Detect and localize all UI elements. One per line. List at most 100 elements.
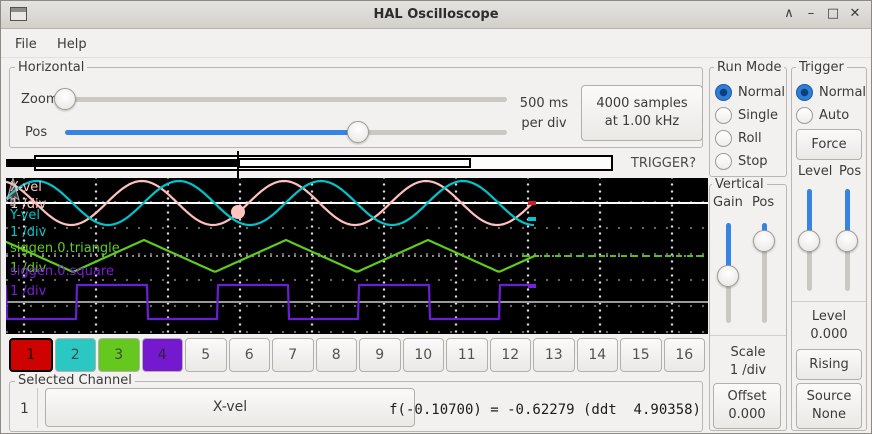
minimize-button[interactable]: – bbox=[807, 6, 815, 21]
channel-button-row: 1 2 3 4 5 6 7 8 9 10 11 12 13 14 15 16 bbox=[9, 338, 705, 372]
channel-button-1[interactable]: 1 bbox=[9, 338, 53, 372]
runmode-radio-normal[interactable]: Normal bbox=[715, 84, 785, 102]
pos-slider-label: Pos bbox=[25, 125, 48, 140]
trigger-separator bbox=[792, 301, 866, 302]
oscilloscope-display[interactable]: X-vel 1 /div Y-vel 1 /div siggen.0.trian… bbox=[6, 178, 708, 334]
vertical-group-label: Vertical bbox=[712, 177, 767, 192]
channel-button-10[interactable]: 10 bbox=[402, 338, 444, 372]
vertical-scale-value: 1 /div bbox=[729, 363, 767, 378]
trigger-level-value: 0.000 bbox=[810, 327, 848, 342]
channel-label-3: siggen.0.triangle bbox=[10, 241, 120, 256]
channel-button-8[interactable]: 8 bbox=[315, 338, 357, 372]
vertical-offset-line1: Offset bbox=[727, 389, 767, 405]
radio-label: Single bbox=[738, 108, 778, 123]
trigger-source-line2: None bbox=[812, 407, 846, 422]
close-button[interactable]: ✕ bbox=[849, 6, 861, 21]
trigger-radio-auto[interactable]: Auto bbox=[796, 107, 862, 125]
samples-button[interactable]: 4000 samples at 1.00 kHz bbox=[581, 85, 703, 141]
channel-label-4: siggen.0.square bbox=[10, 264, 114, 279]
timebase-line1: 500 ms bbox=[519, 96, 569, 111]
vertical-scale-caption: Scale bbox=[730, 345, 766, 360]
trigger-level-slider-handle[interactable] bbox=[798, 230, 820, 252]
zoom-slider-track[interactable] bbox=[56, 97, 507, 102]
trigger-source-line1: Source bbox=[806, 389, 852, 405]
menu-help[interactable]: Help bbox=[57, 37, 87, 52]
runmode-radio-roll[interactable]: Roll bbox=[715, 130, 781, 148]
maximize-button[interactable]: □ bbox=[826, 6, 840, 21]
channel-scale-1: 1 /div bbox=[10, 197, 47, 212]
runmode-radio-stop[interactable]: Stop bbox=[715, 153, 781, 171]
title-bar[interactable]: HAL Oscilloscope ∧ – □ ✕ bbox=[1, 1, 871, 29]
vertical-pos-slider-track[interactable] bbox=[762, 223, 767, 323]
channel-scale-3: 1 /div bbox=[10, 261, 47, 276]
channel-button-16[interactable]: 16 bbox=[663, 338, 705, 372]
channel-scale-4: 1 /div bbox=[10, 284, 47, 299]
radio-label: Auto bbox=[819, 108, 850, 123]
channel-button-5[interactable]: 5 bbox=[185, 338, 227, 372]
horizontal-group-label: Horizontal bbox=[15, 60, 88, 75]
trigger-pos-slider-handle[interactable] bbox=[836, 230, 858, 252]
trigger-pos-slider-fill bbox=[845, 189, 850, 241]
channel-button-15[interactable]: 15 bbox=[620, 338, 662, 372]
channel-button-12[interactable]: 12 bbox=[489, 338, 531, 372]
selected-channel-name-button[interactable]: X-vel bbox=[45, 388, 415, 427]
channel-button-13[interactable]: 13 bbox=[533, 338, 575, 372]
trigger-pos-slider-label: Pos bbox=[839, 164, 862, 179]
selected-channel-group-label: Selected Channel bbox=[15, 373, 135, 388]
zoom-slider-label: Zoom bbox=[21, 92, 59, 107]
channel-button-14[interactable]: 14 bbox=[576, 338, 618, 372]
channel-button-6[interactable]: 6 bbox=[228, 338, 270, 372]
trigger-level-caption: Level bbox=[811, 309, 847, 324]
channel-button-3[interactable]: 3 bbox=[98, 338, 140, 372]
waveform-plot bbox=[6, 179, 708, 321]
radio-label: Roll bbox=[738, 131, 762, 146]
trigger-radio-normal[interactable]: Normal bbox=[796, 84, 866, 102]
trigger-level-slider-fill bbox=[807, 189, 812, 241]
selected-channel-number: 1 bbox=[20, 401, 29, 417]
window-title: HAL Oscilloscope bbox=[373, 7, 499, 22]
selected-channel-separator bbox=[37, 385, 38, 428]
radio-icon bbox=[715, 84, 732, 101]
vertical-pos-slider-handle[interactable] bbox=[753, 230, 775, 252]
pos-slider-handle[interactable] bbox=[347, 121, 369, 143]
vertical-gain-slider-fill bbox=[726, 223, 731, 276]
radio-label: Normal bbox=[738, 85, 786, 100]
channel-button-11[interactable]: 11 bbox=[446, 338, 488, 372]
vertical-gain-label: Gain bbox=[713, 195, 743, 210]
pre-trigger-fill bbox=[6, 159, 238, 167]
trigger-level-slider-label: Level bbox=[798, 164, 833, 179]
trigger-status-label: TRIGGER? bbox=[630, 156, 696, 171]
force-button[interactable]: Force bbox=[796, 129, 862, 160]
radio-label: Normal bbox=[819, 85, 867, 100]
timebase-value: 500 ms per div bbox=[513, 96, 575, 131]
channel-button-4[interactable]: 4 bbox=[141, 338, 183, 372]
menu-file[interactable]: File bbox=[15, 37, 37, 52]
zoom-slider-handle[interactable] bbox=[54, 88, 76, 110]
radio-icon bbox=[715, 130, 732, 147]
run-mode-group-label: Run Mode bbox=[714, 60, 785, 75]
trigger-position-line bbox=[237, 151, 239, 178]
horizontal-position-bar[interactable]: TRIGGER? bbox=[6, 151, 706, 178]
channel-button-7[interactable]: 7 bbox=[272, 338, 314, 372]
trigger-source-button[interactable]: Source None bbox=[796, 383, 862, 429]
trigger-group-label: Trigger bbox=[796, 60, 847, 75]
radio-icon bbox=[715, 107, 732, 124]
radio-label: Stop bbox=[738, 154, 768, 169]
radio-icon bbox=[796, 84, 813, 101]
radio-icon bbox=[796, 107, 813, 124]
channel-button-2[interactable]: 2 bbox=[54, 338, 96, 372]
samples-line1: 4000 samples bbox=[596, 96, 688, 112]
pos-slider-fill bbox=[65, 130, 358, 135]
channel-scale-2: 1 /div bbox=[10, 225, 47, 240]
vertical-offset-line2: 0.000 bbox=[728, 407, 766, 422]
runmode-radio-single[interactable]: Single bbox=[715, 107, 781, 125]
vertical-gain-slider-handle[interactable] bbox=[717, 265, 739, 287]
channel-button-9[interactable]: 9 bbox=[359, 338, 401, 372]
trigger-edge-button[interactable]: Rising bbox=[796, 349, 862, 380]
rollup-button[interactable]: ∧ bbox=[784, 6, 794, 21]
radio-icon bbox=[715, 153, 732, 170]
channel-value-readout: f(-0.10700) = -0.62279 (ddt 4.90358) bbox=[389, 402, 701, 418]
vertical-offset-button[interactable]: Offset 0.000 bbox=[713, 383, 781, 429]
menu-bar: File Help bbox=[1, 29, 871, 58]
